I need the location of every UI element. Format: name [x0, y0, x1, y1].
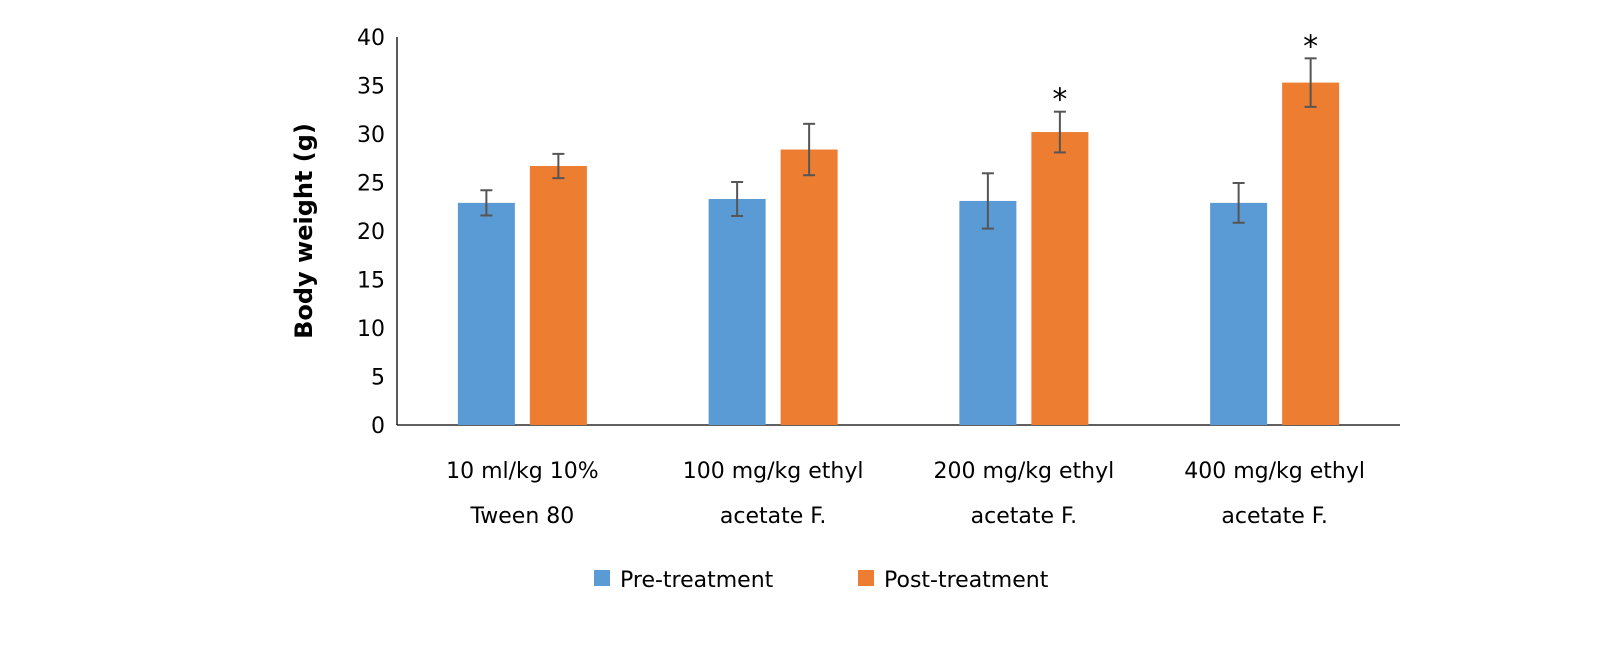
x-category-label: 100 mg/kg ethyl: [683, 459, 864, 484]
significance-marker: *: [1052, 83, 1067, 118]
bar-post: [1282, 82, 1340, 425]
legend-swatch: [858, 570, 874, 586]
bar-pre: [457, 202, 515, 425]
y-tick-label: 15: [357, 269, 385, 294]
bar-post: [780, 149, 838, 425]
y-tick-label: 10: [357, 317, 385, 342]
x-category-label: acetate F.: [720, 504, 827, 529]
y-axis-label: Body weight (g): [290, 123, 318, 339]
x-category-label: 10 ml/kg 10%: [446, 459, 599, 484]
x-category-label: 400 mg/kg ethyl: [1184, 459, 1365, 484]
bar-pre: [959, 200, 1017, 425]
legend-label: Post-treatment: [884, 568, 1049, 593]
y-tick-label: 20: [357, 220, 385, 245]
legend-swatch: [594, 570, 610, 586]
bar-post: [529, 166, 587, 425]
significance-marker: *: [1303, 29, 1318, 64]
y-tick-label: 0: [371, 414, 385, 439]
x-category-label: Tween 80: [469, 504, 574, 529]
legend-label: Pre-treatment: [620, 568, 774, 593]
y-tick-label: 25: [357, 172, 385, 197]
x-category-label: acetate F.: [971, 504, 1078, 529]
bar-pre: [1210, 202, 1268, 425]
bar-pre: [708, 198, 766, 425]
y-tick-label: 35: [357, 75, 385, 100]
x-category-label: acetate F.: [1221, 504, 1328, 529]
y-tick-label: 5: [371, 366, 385, 391]
x-category-label: 200 mg/kg ethyl: [934, 459, 1115, 484]
bar-post: [1031, 132, 1089, 425]
y-tick-label: 40: [357, 26, 385, 51]
y-tick-label: 30: [357, 123, 385, 148]
